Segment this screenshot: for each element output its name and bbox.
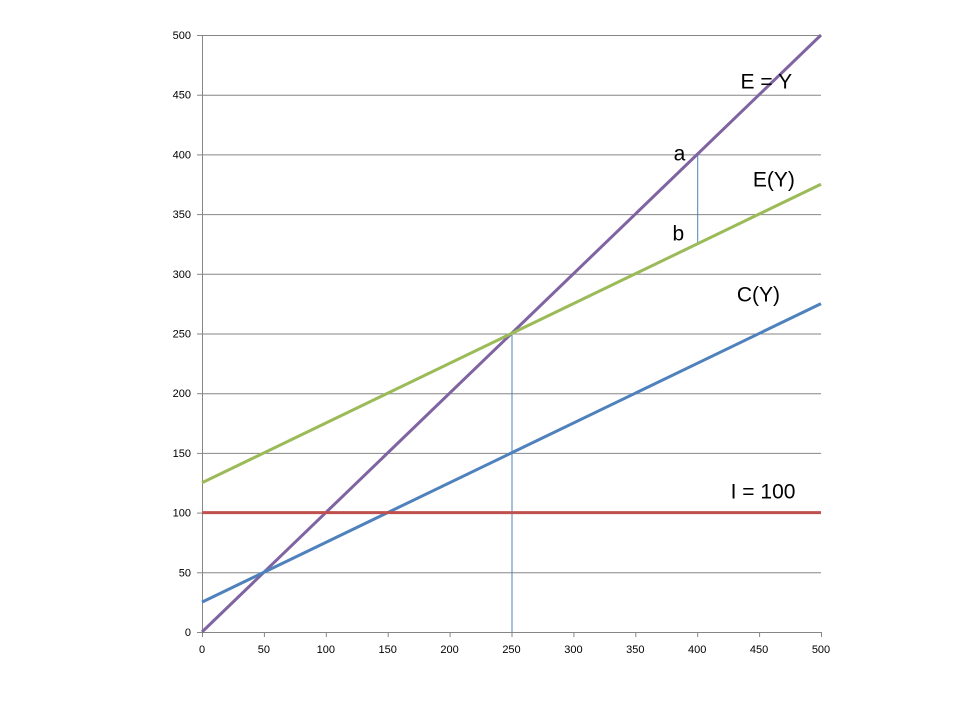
series-line-c_of_y [201,302,822,604]
y-tick-label-100: 100 [173,508,191,520]
x-tick-label-250: 250 [502,644,520,656]
y-tick-label-200: 200 [173,388,191,400]
annotation-label_a: a [674,142,686,165]
y-tick-label-500: 500 [173,30,191,42]
y-tick-label-300: 300 [173,269,191,281]
y-tick-label-50: 50 [179,567,191,579]
x-tick-label-500: 500 [812,644,830,656]
annotation-label_b: b [672,222,684,245]
annotation-label_e_of_y: E(Y) [753,169,795,192]
annotation-label_investment: I = 100 [731,480,796,503]
annotation-label_e_equals_y: E = Y [741,71,793,94]
axes [197,35,822,637]
x-tick-label-400: 400 [688,644,706,656]
series-lines [200,33,823,634]
series-line-e_of_y [201,182,822,485]
annotations: E = Y E(Y) C(Y) I = 100 a b [672,71,795,504]
y-tick-label-400: 400 [173,149,191,161]
x-tick-label-450: 450 [750,644,768,656]
y-tick-labels: 0 50 100 150 200 250 300 350 400 450 500 [173,30,191,639]
x-tick-label-100: 100 [317,644,335,656]
y-tick-label-450: 450 [173,90,191,102]
annotation-label_c_of_y: C(Y) [737,283,780,306]
x-tick-label-300: 300 [564,644,582,656]
reference-lines [511,154,699,632]
x-tick-label-350: 350 [626,644,644,656]
y-tick-label-350: 350 [173,209,191,221]
y-tick-label-150: 150 [173,448,191,460]
y-tick-label-0: 0 [185,627,191,639]
y-tick-label-250: 250 [173,329,191,341]
x-tick-label-50: 50 [258,644,270,656]
x-tick-labels: 0 50 100 150 200 250 300 350 400 450 500 [199,644,830,656]
x-tick-label-200: 200 [440,644,458,656]
x-tick-label-0: 0 [199,644,205,656]
x-tick-label-150: 150 [379,644,397,656]
